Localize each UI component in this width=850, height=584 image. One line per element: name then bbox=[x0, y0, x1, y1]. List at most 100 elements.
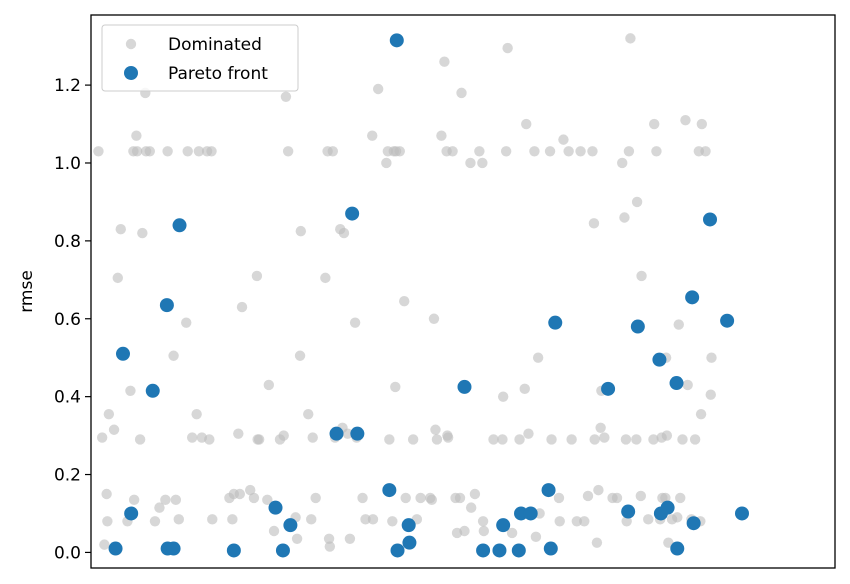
dominated-point bbox=[263, 379, 275, 391]
dominated-point bbox=[575, 146, 586, 157]
dominated-point bbox=[306, 514, 317, 525]
dominated-point bbox=[291, 533, 303, 544]
legend-box bbox=[101, 24, 299, 92]
y-tick-label: 0.2 bbox=[54, 466, 81, 486]
dominated-point bbox=[181, 317, 192, 328]
dominated-point bbox=[191, 408, 202, 420]
dominated-point bbox=[631, 434, 642, 445]
dominated-point bbox=[430, 424, 441, 435]
pareto-point bbox=[670, 541, 685, 556]
dominated-point bbox=[245, 484, 256, 496]
legend: Dominated Pareto front bbox=[101, 24, 299, 92]
pareto-point bbox=[159, 298, 174, 313]
dominated-point bbox=[360, 514, 371, 525]
dominated-point bbox=[593, 484, 604, 496]
dominated-point bbox=[236, 301, 248, 313]
pareto-point bbox=[703, 212, 718, 227]
dominated-point bbox=[651, 146, 662, 157]
pareto-point bbox=[523, 506, 538, 521]
pareto-point bbox=[268, 500, 283, 515]
dominated-point bbox=[115, 223, 126, 235]
dominated-point bbox=[563, 146, 574, 157]
dominated-point bbox=[554, 516, 565, 527]
dominated-point bbox=[233, 428, 244, 439]
dominated-point bbox=[227, 514, 238, 525]
y-axis-label: rmse bbox=[17, 270, 37, 313]
legend-label-dominated: Dominated bbox=[168, 35, 262, 55]
y-tick-label: 0.8 bbox=[54, 232, 81, 252]
pareto-point bbox=[601, 381, 616, 396]
dominated-point bbox=[523, 428, 534, 439]
dominated-point bbox=[342, 428, 353, 439]
dominated-point bbox=[648, 434, 659, 445]
dominated-point bbox=[544, 146, 556, 157]
pareto-point bbox=[686, 516, 701, 531]
dominated-point bbox=[131, 130, 142, 141]
dominated-point bbox=[324, 541, 336, 552]
pareto-point bbox=[108, 541, 123, 556]
dominated-point bbox=[591, 537, 603, 548]
pareto-point bbox=[496, 518, 511, 533]
dominated-point bbox=[599, 432, 610, 443]
pareto-point bbox=[350, 426, 365, 441]
pareto-point bbox=[124, 506, 139, 521]
dominated-point bbox=[611, 492, 623, 504]
dominated-point bbox=[320, 272, 331, 284]
dominated-point bbox=[262, 494, 273, 506]
y-tick-label: 0.4 bbox=[54, 388, 81, 408]
dominated-point bbox=[102, 516, 113, 527]
dominated-point bbox=[303, 408, 314, 420]
pareto-point bbox=[541, 483, 556, 498]
dominated-point bbox=[582, 490, 594, 502]
dominated-point bbox=[456, 87, 467, 99]
pareto-point bbox=[735, 506, 749, 521]
dominated-point bbox=[661, 430, 673, 441]
dominated-point bbox=[206, 146, 217, 157]
dominated-point bbox=[295, 225, 307, 237]
dominated-point bbox=[137, 227, 148, 239]
pareto-point bbox=[401, 518, 416, 533]
pareto-point bbox=[543, 541, 558, 556]
dominated-point bbox=[706, 352, 717, 363]
dominated-point bbox=[170, 494, 182, 506]
dominated-point bbox=[623, 146, 635, 157]
dominated-point bbox=[101, 488, 112, 500]
y-tick-label: 0.0 bbox=[54, 543, 81, 563]
dominated-point bbox=[680, 114, 691, 126]
dominated-point bbox=[620, 434, 632, 445]
dominated-point bbox=[700, 146, 711, 157]
dominated-point bbox=[248, 492, 260, 504]
dominated-point bbox=[617, 157, 628, 169]
dominated-point bbox=[705, 389, 716, 400]
dominated-point bbox=[381, 157, 392, 169]
dominated-point bbox=[160, 494, 171, 506]
dominated-point bbox=[635, 490, 647, 502]
dominated-point bbox=[558, 134, 569, 145]
pareto-point bbox=[145, 383, 160, 398]
dominated-point bbox=[96, 432, 108, 443]
dominated-point bbox=[588, 218, 600, 229]
dominated-point bbox=[465, 502, 477, 513]
pareto-point bbox=[345, 206, 360, 221]
dominated-point bbox=[282, 146, 294, 157]
dominated-point bbox=[99, 539, 110, 550]
dominated-point bbox=[677, 434, 688, 445]
dominated-point bbox=[278, 430, 289, 441]
y-axis: 0.0 0.2 0.4 0.6 0.8 1.0 1.2 bbox=[54, 76, 91, 563]
dominated-point bbox=[649, 118, 660, 130]
dominated-point bbox=[477, 516, 489, 527]
dominated-point bbox=[442, 432, 454, 443]
pareto-point bbox=[511, 543, 526, 558]
dominated-point bbox=[251, 270, 263, 282]
dominated-point bbox=[387, 516, 398, 527]
dominated-point bbox=[112, 272, 123, 284]
dominated-point bbox=[168, 350, 179, 361]
dominated-point bbox=[307, 432, 318, 443]
dominated-point bbox=[294, 350, 306, 361]
dominated-point bbox=[399, 296, 410, 307]
dominated-point bbox=[587, 146, 598, 157]
dominated-point bbox=[182, 146, 193, 157]
dominated-point bbox=[689, 434, 701, 445]
dominated-point bbox=[673, 319, 684, 330]
pareto-point bbox=[115, 346, 130, 361]
